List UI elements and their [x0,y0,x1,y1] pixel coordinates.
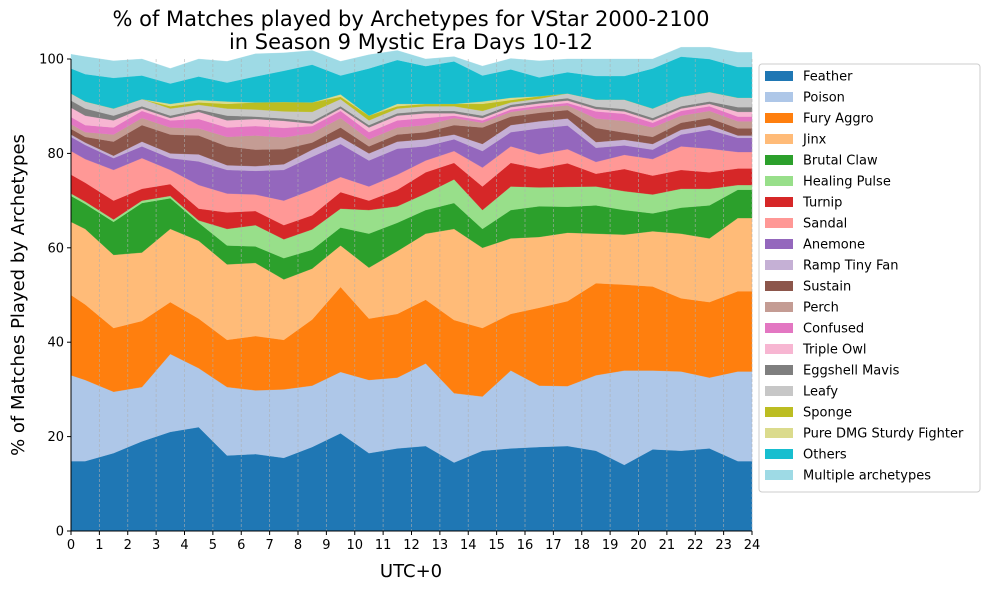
y-tick-label: 20 [47,430,64,445]
legend-swatch [765,71,793,81]
x-tick-label: 3 [152,538,160,553]
legend-label: Jinx [802,133,827,148]
legend-swatch [765,176,793,186]
legend-swatch [765,155,793,165]
y-tick-label: 40 [47,336,64,351]
legend-swatch [765,365,793,375]
y-tick-label: 0 [56,525,64,540]
legend-label: Anemone [803,238,865,253]
legend-swatch [765,260,793,270]
legend-swatch [765,92,793,102]
chart-title-line2: in Season 9 Mystic Era Days 10-12 [229,30,593,54]
legend-label: Eggshell Mavis [803,364,900,379]
y-axis-label: % of Matches Played by Archetypes [8,134,29,456]
legend-label: Healing Pulse [803,175,891,190]
legend-label: Leafy [803,385,838,400]
legend-swatch [765,197,793,207]
legend-label: Poison [803,91,845,106]
legend-label: Perch [803,301,839,316]
legend-label: Sponge [803,406,852,421]
chart-title-line1: % of Matches played by Archetypes for VS… [113,7,710,31]
legend-label: Brutal Claw [803,154,878,169]
legend-label: Turnip [802,196,842,211]
x-axis-label: UTC+0 [380,561,442,582]
legend-swatch [765,470,793,480]
legend-frame [758,63,981,493]
legend-swatch [765,281,793,291]
x-tick-label: 21 [659,538,676,553]
legend-label: Pure DMG Sturdy Fighter [803,427,964,442]
legend-label: Others [803,448,847,463]
legend-label: Multiple archetypes [803,469,931,484]
x-axis-ticks: 0 1 2 3 4 5 6 7 8 9 10 11 12 13 14 15 16 17 18 19 20 21 22 23 24 [67,531,760,553]
x-tick-label: 15 [488,538,505,553]
x-tick-label: 1 [95,538,103,553]
vertical-grid [70,59,753,531]
y-tick-label: 100 [39,53,64,68]
legend-swatch [765,407,793,417]
legend-swatch [765,239,793,249]
legend-label: Ramp Tiny Fan [803,259,898,274]
x-tick-label: 23 [715,538,732,553]
x-tick-label: 7 [265,538,273,553]
x-tick-label: 5 [209,538,217,553]
legend-label: Confused [803,322,864,337]
x-tick-label: 18 [573,538,590,553]
legend: Feather Poison Fury Aggro Jinx Brutal Claw He… [758,63,981,493]
x-tick-label: 6 [237,538,245,553]
legend-swatch [765,113,793,123]
legend-swatch [765,302,793,312]
legend-swatch [765,428,793,438]
y-axis-ticks: 0 20 40 60 80 100 [39,53,71,540]
x-tick-label: 0 [67,538,75,553]
x-tick-label: 19 [602,538,619,553]
legend-swatch [765,449,793,459]
legend-label: Triple Owl [802,343,866,358]
x-tick-label: 9 [322,538,330,553]
legend-swatch [765,218,793,228]
y-tick-label: 80 [47,147,64,162]
x-tick-label: 16 [517,538,534,553]
x-tick-label: 24 [744,538,761,553]
x-tick-label: 13 [432,538,449,553]
x-tick-label: 10 [346,538,363,553]
legend-label: Feather [803,70,853,85]
legend-swatch [765,386,793,396]
x-tick-label: 11 [375,538,392,553]
legend-swatch [765,323,793,333]
x-tick-label: 4 [180,538,188,553]
x-tick-label: 20 [630,538,647,553]
x-tick-label: 8 [294,538,302,553]
x-tick-label: 12 [403,538,420,553]
x-tick-label: 17 [545,538,562,553]
x-tick-label: 22 [687,538,704,553]
legend-label: Fury Aggro [803,112,874,127]
x-tick-label: 2 [124,538,132,553]
legend-label: Sustain [803,280,851,295]
legend-label: Sandal [803,217,847,232]
x-tick-label: 14 [460,538,477,553]
legend-swatch [765,344,793,354]
legend-swatch [765,134,793,144]
y-tick-label: 60 [47,241,64,256]
